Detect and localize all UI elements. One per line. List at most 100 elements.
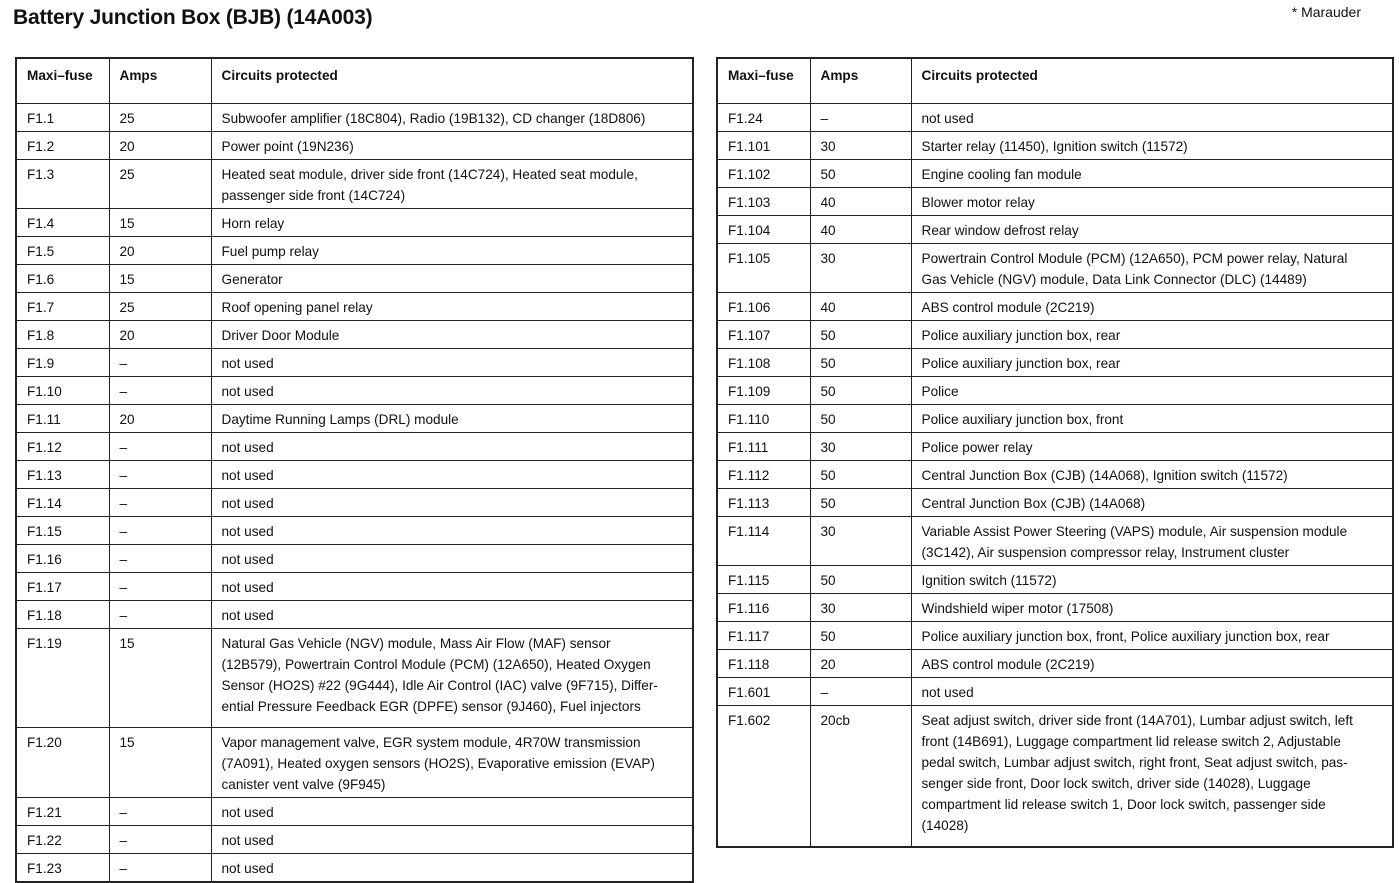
circuits-cell: Heated seat module, driver side front (1… [210,159,694,209]
circuits-line: passenger side front (14C724) [221,188,406,203]
circuits-line: Police [921,384,959,399]
circuits-line: Horn relay [221,216,285,231]
circuits-line: Windshield wiper motor (17508) [921,601,1114,616]
circuits-line: Police power relay [921,440,1033,455]
circuits-line: Sensor (HO2S) #22 (9G444), Idle Air Cont… [221,678,658,693]
circuits-line: not used [221,468,274,483]
amps-cell: 30 [809,516,912,566]
circuits-cell: not used [910,103,1394,132]
circuits-line: ABS control module (2C219) [921,657,1095,672]
amps-cell: – [108,797,212,826]
table-row: F1.108 50 Police auxiliary junction box, r… [716,348,1394,377]
circuits-line: compartment lid release switch 1, Door l… [921,797,1326,812]
circuits-cell: Central Junction Box (CJB) (14A068) [910,488,1394,517]
circuits-cell: not used [210,797,694,826]
amps-cell: 30 [809,131,912,160]
table-row: F1.13– not used [15,460,694,489]
fuse-cell: F1.20 [15,727,110,798]
fuse-cell: F1.1 [15,103,110,132]
amps-cell: – [108,348,212,377]
circuits-line: not used [221,356,274,371]
amps-cell: – [108,460,212,489]
amps-cell: 20 [108,320,212,349]
amps-cell: 15 [108,208,212,237]
table-row: F1.102 50 Engine cooling fan module [716,159,1394,188]
circuits-cell: Roof opening panel relay [210,292,694,321]
table-row: F1.117 50 Police auxiliary junction box, f… [716,621,1394,650]
fuse-cell: F1.18 [15,600,110,629]
circuits-cell: not used [210,488,694,517]
circuits-line: not used [221,608,274,623]
fuse-cell: F1.118 [716,649,811,678]
table-row: F1.6 15 Generator [15,264,694,293]
fuse-cell: F1.107 [716,320,811,349]
table-row: F1.1 25 Subwoofer amplifier (18C804), Radi… [15,103,694,132]
circuits-line: Police auxiliary junction box, front [921,412,1124,427]
header-row: Maxi–fuse Amps Circuits protected [716,57,1394,104]
circuits-line: Roof opening panel relay [221,300,373,315]
table-row: F1.116 30 Windshield wiper motor (17508) [716,593,1394,622]
amps-cell: 20 [108,404,212,433]
circuits-cell: not used [210,460,694,489]
table-row: F1.107 50 Police auxiliary junction box, r… [716,320,1394,349]
fuse-cell: F1.115 [716,565,811,594]
amps-cell: – [108,544,212,573]
fuse-cell: F1.10 [15,376,110,405]
circuits-cell: Blower motor relay [910,187,1394,216]
fuse-cell: F1.24 [716,103,811,132]
fuse-cell: F1.12 [15,432,110,461]
circuits-line: Central Junction Box (CJB) (14A068) [921,496,1146,511]
amps-cell: 50 [809,565,912,594]
fuse-cell: F1.15 [15,516,110,545]
fuse-cell: F1.601 [716,677,811,706]
circuits-line: Generator [221,272,283,287]
circuits-line: not used [221,440,274,455]
circuits-line: Power point (19N236) [221,139,354,154]
fuse-cell: F1.113 [716,488,811,517]
table-row: F1.111 30 Police power relay [716,432,1394,461]
table-row: F1.12– not used [15,432,694,461]
fuse-cell: F1.106 [716,292,811,321]
table-row: F1.103 40 Blower motor relay [716,187,1394,216]
fuse-cell: F1.110 [716,404,811,433]
amps-cell: 25 [108,159,212,209]
circuits-line: Fuel pump relay [221,244,319,259]
amps-cell: 50 [809,460,912,489]
circuits-cell: Ignition switch (11572) [910,565,1394,594]
circuits-line: Rear window defrost relay [921,223,1079,238]
table-row: F1.104 40 Rear window defrost relay [716,215,1394,244]
circuits-line: (7A091), Heated oxygen sensors (HO2S), E… [221,756,655,771]
circuits-cell: Variable Assist Power Steering (VAPS) mo… [910,516,1394,566]
amps-cell: – [809,103,912,132]
table-row: F1.9– not used [15,348,694,377]
table-row: F1.17– not used [15,572,694,601]
fuse-cell: F1.2 [15,131,110,160]
circuits-line: Natural Gas Vehicle (NGV) module, Mass A… [221,636,611,651]
amps-cell: 50 [809,404,912,433]
amps-cell: 50 [809,348,912,377]
fuse-cell: F1.4 [15,208,110,237]
fuse-cell: F1.101 [716,131,811,160]
header-amps: Amps [809,57,912,104]
table-row: F1.14– not used [15,488,694,517]
fuse-cell: F1.14 [15,488,110,517]
circuits-line: Central Junction Box (CJB) (14A068), Ign… [921,468,1288,483]
header-circuits: Circuits protected [210,57,694,104]
amps-cell: 50 [809,488,912,517]
table-row: F1.3 25 Heated seat module, driver side fr… [15,159,694,209]
circuits-cell: Daytime Running Lamps (DRL) module [210,404,694,433]
amps-cell: 20cb [809,705,912,848]
circuits-line: canister vent valve (9F945) [221,777,386,792]
table-row: F1.18– not used [15,600,694,629]
circuits-cell: not used [210,432,694,461]
fuse-cell: F1.19 [15,628,110,728]
amps-cell: 40 [809,292,912,321]
table-row: F1.101 30 Starter relay (11450), Ignition … [716,131,1394,160]
amps-cell: 15 [108,628,212,728]
amps-cell: 15 [108,727,212,798]
table-row: F1.24– not used [716,103,1394,132]
fuse-cell: F1.109 [716,376,811,405]
fuse-cell: F1.105 [716,243,811,293]
amps-cell: 20 [108,236,212,265]
circuits-cell: Vapor management valve, EGR system modul… [210,727,694,798]
